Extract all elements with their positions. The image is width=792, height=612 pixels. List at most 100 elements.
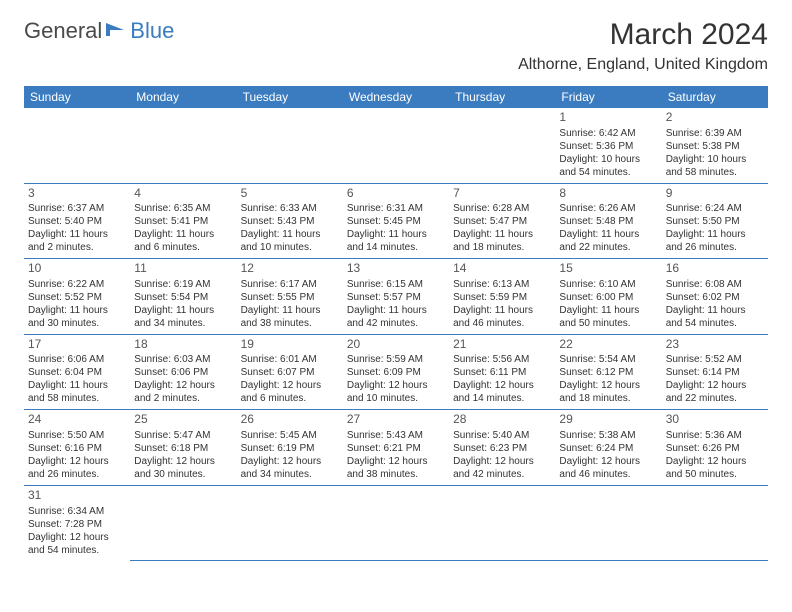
calendar-day: 29Sunrise: 5:38 AMSunset: 6:24 PMDayligh… [555, 410, 661, 486]
daylight-text: Daylight: 12 hours and 2 minutes. [134, 379, 232, 405]
daylight-text: Daylight: 11 hours and 50 minutes. [559, 304, 657, 330]
sunrise-text: Sunrise: 6:22 AM [28, 278, 126, 291]
sunset-text: Sunset: 6:26 PM [666, 442, 764, 455]
day-number: 31 [28, 488, 126, 504]
sunrise-text: Sunrise: 6:42 AM [559, 127, 657, 140]
sunset-text: Sunset: 5:36 PM [559, 140, 657, 153]
sunrise-text: Sunrise: 5:54 AM [559, 353, 657, 366]
calendar-day: 15Sunrise: 6:10 AMSunset: 6:00 PMDayligh… [555, 259, 661, 335]
day-number: 30 [666, 412, 764, 428]
calendar-day: 17Sunrise: 6:06 AMSunset: 6:04 PMDayligh… [24, 334, 130, 410]
daylight-text: Daylight: 12 hours and 18 minutes. [559, 379, 657, 405]
calendar-table: Sunday Monday Tuesday Wednesday Thursday… [24, 86, 768, 561]
location-text: Althorne, England, United Kingdom [518, 56, 768, 74]
sunset-text: Sunset: 6:06 PM [134, 366, 232, 379]
sunset-text: Sunset: 5:38 PM [666, 140, 764, 153]
sunrise-text: Sunrise: 6:01 AM [241, 353, 339, 366]
sunset-text: Sunset: 6:00 PM [559, 291, 657, 304]
day-number: 7 [453, 186, 551, 202]
sunset-text: Sunset: 7:28 PM [28, 518, 126, 531]
weekday-header: Saturday [662, 86, 768, 108]
day-number: 13 [347, 261, 445, 277]
calendar-day: 14Sunrise: 6:13 AMSunset: 5:59 PMDayligh… [449, 259, 555, 335]
sunrise-text: Sunrise: 5:43 AM [347, 429, 445, 442]
daylight-text: Daylight: 12 hours and 42 minutes. [453, 455, 551, 481]
calendar-empty [237, 485, 343, 560]
daylight-text: Daylight: 12 hours and 50 minutes. [666, 455, 764, 481]
sunset-text: Sunset: 5:54 PM [134, 291, 232, 304]
day-number: 18 [134, 337, 232, 353]
calendar-empty [449, 485, 555, 560]
flag-icon [106, 20, 128, 43]
calendar-empty [343, 108, 449, 183]
calendar-day: 3Sunrise: 6:37 AMSunset: 5:40 PMDaylight… [24, 183, 130, 259]
sunrise-text: Sunrise: 5:56 AM [453, 353, 551, 366]
sunset-text: Sunset: 5:47 PM [453, 215, 551, 228]
daylight-text: Daylight: 11 hours and 46 minutes. [453, 304, 551, 330]
daylight-text: Daylight: 12 hours and 46 minutes. [559, 455, 657, 481]
brand-part1: General [24, 18, 102, 44]
day-number: 24 [28, 412, 126, 428]
sunset-text: Sunset: 6:12 PM [559, 366, 657, 379]
day-number: 29 [559, 412, 657, 428]
calendar-day: 28Sunrise: 5:40 AMSunset: 6:23 PMDayligh… [449, 410, 555, 486]
calendar-empty [237, 108, 343, 183]
calendar-row: 1Sunrise: 6:42 AMSunset: 5:36 PMDaylight… [24, 108, 768, 183]
calendar-empty [24, 108, 130, 183]
day-number: 17 [28, 337, 126, 353]
daylight-text: Daylight: 11 hours and 54 minutes. [666, 304, 764, 330]
day-number: 20 [347, 337, 445, 353]
day-number: 26 [241, 412, 339, 428]
sunrise-text: Sunrise: 6:34 AM [28, 505, 126, 518]
calendar-empty [662, 485, 768, 560]
sunset-text: Sunset: 6:23 PM [453, 442, 551, 455]
calendar-day: 9Sunrise: 6:24 AMSunset: 5:50 PMDaylight… [662, 183, 768, 259]
sunrise-text: Sunrise: 6:17 AM [241, 278, 339, 291]
day-number: 5 [241, 186, 339, 202]
sunrise-text: Sunrise: 6:31 AM [347, 202, 445, 215]
sunrise-text: Sunrise: 6:37 AM [28, 202, 126, 215]
daylight-text: Daylight: 11 hours and 6 minutes. [134, 228, 232, 254]
daylight-text: Daylight: 11 hours and 42 minutes. [347, 304, 445, 330]
sunrise-text: Sunrise: 5:40 AM [453, 429, 551, 442]
calendar-day: 31Sunrise: 6:34 AMSunset: 7:28 PMDayligh… [24, 485, 130, 560]
calendar-day: 26Sunrise: 5:45 AMSunset: 6:19 PMDayligh… [237, 410, 343, 486]
day-number: 11 [134, 261, 232, 277]
sunrise-text: Sunrise: 6:15 AM [347, 278, 445, 291]
page-title: March 2024 [518, 18, 768, 52]
sunrise-text: Sunrise: 5:38 AM [559, 429, 657, 442]
sunrise-text: Sunrise: 6:24 AM [666, 202, 764, 215]
sunrise-text: Sunrise: 5:45 AM [241, 429, 339, 442]
sunset-text: Sunset: 5:48 PM [559, 215, 657, 228]
calendar-day: 12Sunrise: 6:17 AMSunset: 5:55 PMDayligh… [237, 259, 343, 335]
sunset-text: Sunset: 6:14 PM [666, 366, 764, 379]
title-block: March 2024 Althorne, England, United Kin… [518, 18, 768, 74]
sunset-text: Sunset: 6:16 PM [28, 442, 126, 455]
sunrise-text: Sunrise: 6:06 AM [28, 353, 126, 366]
daylight-text: Daylight: 10 hours and 54 minutes. [559, 153, 657, 179]
day-number: 10 [28, 261, 126, 277]
calendar-day: 27Sunrise: 5:43 AMSunset: 6:21 PMDayligh… [343, 410, 449, 486]
calendar-row: 24Sunrise: 5:50 AMSunset: 6:16 PMDayligh… [24, 410, 768, 486]
calendar-day: 30Sunrise: 5:36 AMSunset: 6:26 PMDayligh… [662, 410, 768, 486]
calendar-empty [130, 485, 236, 560]
calendar-day: 2Sunrise: 6:39 AMSunset: 5:38 PMDaylight… [662, 108, 768, 183]
calendar-day: 8Sunrise: 6:26 AMSunset: 5:48 PMDaylight… [555, 183, 661, 259]
calendar-row: 10Sunrise: 6:22 AMSunset: 5:52 PMDayligh… [24, 259, 768, 335]
daylight-text: Daylight: 11 hours and 26 minutes. [666, 228, 764, 254]
calendar-day: 18Sunrise: 6:03 AMSunset: 6:06 PMDayligh… [130, 334, 236, 410]
sunrise-text: Sunrise: 6:35 AM [134, 202, 232, 215]
weekday-header: Wednesday [343, 86, 449, 108]
calendar-day: 25Sunrise: 5:47 AMSunset: 6:18 PMDayligh… [130, 410, 236, 486]
calendar-day: 16Sunrise: 6:08 AMSunset: 6:02 PMDayligh… [662, 259, 768, 335]
calendar-day: 11Sunrise: 6:19 AMSunset: 5:54 PMDayligh… [130, 259, 236, 335]
calendar-day: 4Sunrise: 6:35 AMSunset: 5:41 PMDaylight… [130, 183, 236, 259]
calendar-day: 7Sunrise: 6:28 AMSunset: 5:47 PMDaylight… [449, 183, 555, 259]
day-number: 3 [28, 186, 126, 202]
sunrise-text: Sunrise: 6:39 AM [666, 127, 764, 140]
day-number: 6 [347, 186, 445, 202]
sunrise-text: Sunrise: 5:52 AM [666, 353, 764, 366]
calendar-day: 22Sunrise: 5:54 AMSunset: 6:12 PMDayligh… [555, 334, 661, 410]
calendar-empty [343, 485, 449, 560]
sunrise-text: Sunrise: 6:03 AM [134, 353, 232, 366]
